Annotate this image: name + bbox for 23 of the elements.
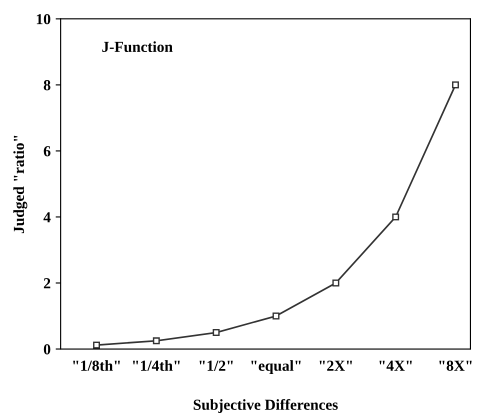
y-axis-title: Judged "ratio" xyxy=(13,136,28,234)
y-tick-label: 2 xyxy=(44,278,50,288)
y-tick-label: 4 xyxy=(43,212,51,222)
y-tick-label: 8 xyxy=(44,80,50,90)
text: J-Function xyxy=(102,41,173,52)
point xyxy=(93,342,100,349)
x-tick-label: "1/8th" xyxy=(73,360,120,371)
x-tick-label: "8X" xyxy=(439,360,472,371)
y-tick-label: 6 xyxy=(44,146,50,156)
point xyxy=(332,280,340,286)
x-axis-title: Subjective Differences xyxy=(194,398,338,414)
point xyxy=(152,337,160,344)
y-tick-label: 10 xyxy=(36,14,50,24)
y-tick-label: 0 xyxy=(44,344,50,354)
x-tick-label: "equal" xyxy=(251,360,301,374)
point xyxy=(272,312,280,320)
point xyxy=(212,329,220,336)
point xyxy=(392,213,400,220)
x-tick-label: "4X" xyxy=(380,360,412,371)
point xyxy=(452,81,459,88)
x-tick-label: "1/2" xyxy=(200,360,233,371)
x-tick-label: "2X" xyxy=(320,360,352,371)
x-tick-label: "1/4th" xyxy=(133,360,180,371)
